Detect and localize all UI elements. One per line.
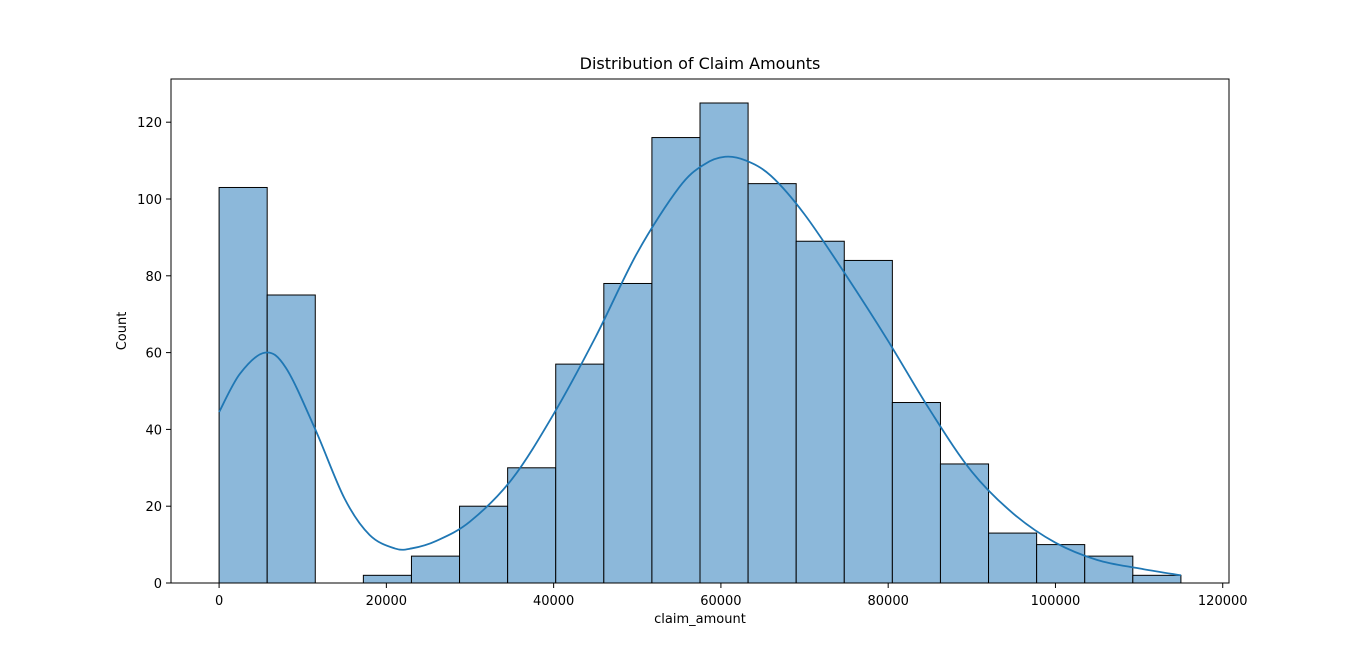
- x-axis-ticks: 0 20000 40000 60000 80000 100000 120000: [215, 583, 1248, 609]
- x-tick-label: 100000: [1031, 594, 1081, 609]
- y-tick-label: 120: [137, 116, 162, 131]
- plot-area-frame: [170, 78, 1230, 584]
- y-tick-label: 60: [145, 347, 162, 362]
- histogram-bar: [747, 183, 797, 584]
- y-tick-label: 0: [154, 577, 162, 592]
- histogram-bar: [218, 186, 268, 584]
- histogram-bar: [891, 402, 941, 584]
- histogram-bar: [603, 282, 653, 584]
- y-tick-label: 20: [145, 500, 162, 515]
- x-axis-label: claim_amount: [654, 612, 746, 627]
- histogram-bar: [939, 463, 990, 584]
- kde-curve: [218, 155, 1182, 577]
- histogram-bars: [218, 102, 1182, 584]
- histogram-bar: [843, 259, 893, 584]
- histogram-bar: [1132, 574, 1182, 584]
- x-tick-label: 20000: [366, 594, 407, 609]
- x-tick-label: 60000: [700, 594, 741, 609]
- histogram-bar: [651, 137, 701, 584]
- x-tick-label: 120000: [1198, 594, 1248, 609]
- histogram-bar: [266, 294, 316, 584]
- histogram-bar: [362, 574, 412, 584]
- histogram-bar: [988, 532, 1038, 584]
- x-tick-label: 40000: [533, 594, 574, 609]
- chart-title: Distribution of Claim Amounts: [580, 54, 821, 73]
- y-tick-label: 80: [145, 270, 162, 285]
- x-tick-label: 80000: [868, 594, 909, 609]
- histogram-bar: [555, 363, 605, 584]
- histogram-bar: [1036, 544, 1086, 584]
- histogram-bar: [795, 240, 845, 584]
- histogram-bar: [507, 467, 557, 584]
- histogram-bar: [1084, 555, 1134, 584]
- histogram-bar: [699, 102, 749, 584]
- y-tick-label: 40: [145, 423, 162, 438]
- y-axis-ticks: 0 20 40 60 80 100 120: [137, 116, 171, 592]
- y-axis-label: Count: [115, 312, 130, 351]
- histogram-bar: [410, 555, 461, 584]
- histogram-bar: [459, 505, 509, 584]
- x-tick-label: 0: [215, 594, 223, 609]
- y-tick-label: 100: [137, 193, 162, 208]
